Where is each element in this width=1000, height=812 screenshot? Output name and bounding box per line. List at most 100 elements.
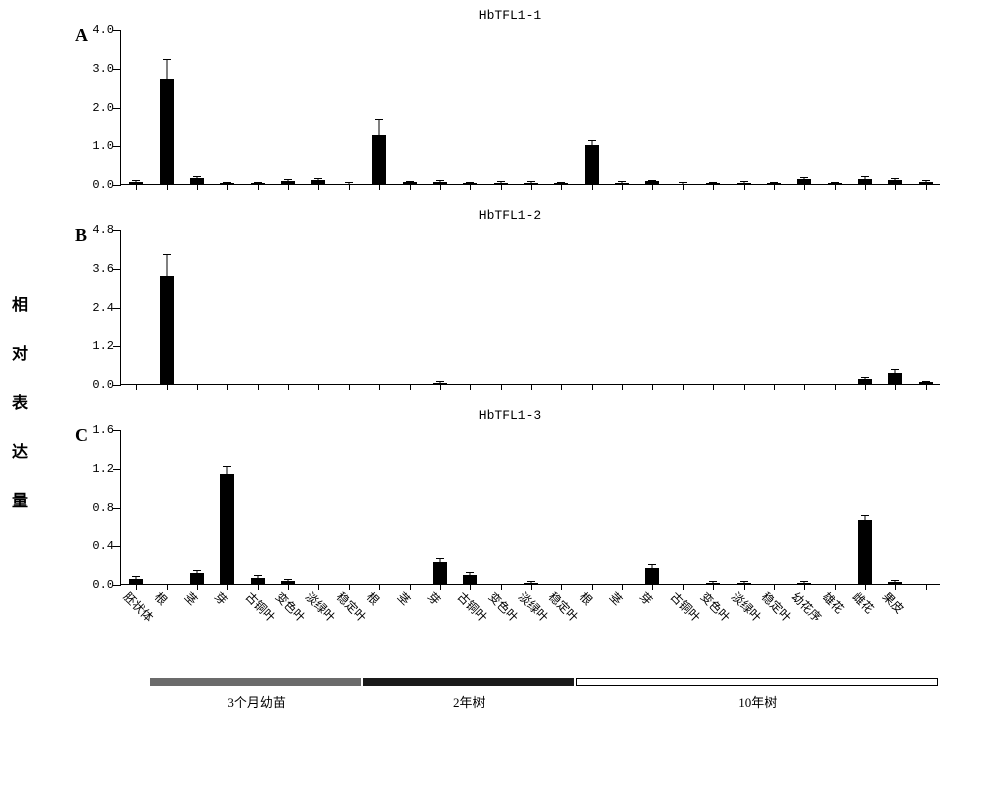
- y-tick-label: 2.0: [79, 101, 114, 115]
- y-tick: [113, 385, 121, 386]
- x-label: 茎: [606, 588, 627, 609]
- bars-group: [121, 430, 940, 584]
- x-tick: [592, 185, 593, 190]
- y-tick-label: 2.4: [79, 301, 114, 315]
- bar: [220, 183, 234, 184]
- x-tick: [774, 185, 775, 190]
- error-cap: [466, 572, 474, 573]
- group-bar: [363, 678, 574, 686]
- error-cap: [497, 181, 505, 182]
- bar: [797, 179, 811, 184]
- error-bar: [865, 516, 866, 520]
- error-bar: [166, 60, 167, 79]
- bar: [433, 562, 447, 584]
- error-bar: [196, 177, 197, 179]
- error-cap: [891, 580, 899, 581]
- x-label: 古铜叶: [454, 588, 491, 625]
- x-tick: [683, 185, 684, 190]
- x-label: 芽: [211, 588, 232, 609]
- error-cap: [163, 254, 171, 255]
- y-tick: [113, 508, 121, 509]
- bar: [251, 578, 265, 584]
- subplot-b-title: HbTFL1-2: [479, 208, 541, 223]
- x-tick: [744, 185, 745, 190]
- error-cap: [436, 180, 444, 181]
- bar: [858, 520, 872, 584]
- x-label: 芽: [636, 588, 657, 609]
- y-tick-label: 0.4: [79, 539, 114, 553]
- error-cap: [375, 119, 383, 120]
- x-tick: [744, 385, 745, 390]
- error-cap: [254, 182, 262, 183]
- error-bar: [136, 577, 137, 579]
- bar: [190, 573, 204, 584]
- error-bar: [743, 582, 744, 583]
- bars-group: [121, 30, 940, 184]
- error-cap: [466, 182, 474, 183]
- x-tick: [288, 185, 289, 190]
- x-label: 变色叶: [485, 588, 522, 625]
- bar: [737, 183, 751, 184]
- x-tick: [349, 385, 350, 390]
- bar: [129, 579, 143, 584]
- error-bar: [865, 378, 866, 379]
- x-label: 芽: [424, 588, 445, 609]
- bar: [919, 182, 933, 184]
- y-tick: [113, 108, 121, 109]
- y-tick-label: 1.0: [79, 139, 114, 153]
- x-tick: [167, 385, 168, 390]
- error-bar: [713, 582, 714, 583]
- x-tick: [592, 385, 593, 390]
- bar: [463, 183, 477, 184]
- bar: [463, 575, 477, 584]
- x-tick: [136, 385, 137, 390]
- x-tick: [318, 385, 319, 390]
- error-bar: [379, 120, 380, 135]
- x-label: 根: [576, 588, 597, 609]
- x-label: 茎: [181, 588, 202, 609]
- x-tick: [197, 385, 198, 390]
- bar: [251, 183, 265, 184]
- error-bar: [895, 581, 896, 582]
- bar: [797, 583, 811, 584]
- bar: [160, 276, 174, 384]
- x-tick: [652, 385, 653, 390]
- y-tick-label: 3.0: [79, 62, 114, 76]
- y-tick: [113, 585, 121, 586]
- group-label: 10年树: [576, 692, 940, 711]
- x-tick: [865, 185, 866, 190]
- group-bar: [150, 678, 361, 686]
- y-tick-label: 0.0: [79, 178, 114, 192]
- error-bar: [227, 467, 228, 474]
- x-tick: [713, 385, 714, 390]
- plot-area-a: 0.01.02.03.04.0: [120, 30, 940, 185]
- x-tick: [895, 385, 896, 390]
- y-tick-label: 0.8: [79, 501, 114, 515]
- x-tick: [318, 185, 319, 190]
- y-tick-label: 0.0: [79, 578, 114, 592]
- bar: [645, 568, 659, 584]
- x-tick: [652, 185, 653, 190]
- error-cap: [254, 575, 262, 576]
- x-tick: [531, 185, 532, 190]
- x-label: 稳定叶: [333, 588, 370, 625]
- x-tick: [440, 385, 441, 390]
- x-label: 稳定叶: [545, 588, 582, 625]
- bar: [858, 179, 872, 184]
- bar: [129, 182, 143, 184]
- y-tick: [113, 269, 121, 270]
- group-bar: [576, 678, 938, 686]
- error-bar: [288, 180, 289, 181]
- y-tick-label: 3.6: [79, 262, 114, 276]
- bar: [919, 382, 933, 384]
- error-cap: [527, 581, 535, 582]
- x-label: 淡绿叶: [515, 588, 552, 625]
- error-cap: [193, 176, 201, 177]
- bar: [706, 583, 720, 584]
- error-bar: [166, 255, 167, 276]
- error-bar: [865, 177, 866, 179]
- error-cap: [132, 180, 140, 181]
- x-tick: [379, 185, 380, 190]
- y-tick-label: 1.2: [79, 462, 114, 476]
- subplot-b: HbTFL1-2 B 0.01.22.43.64.8: [70, 210, 950, 405]
